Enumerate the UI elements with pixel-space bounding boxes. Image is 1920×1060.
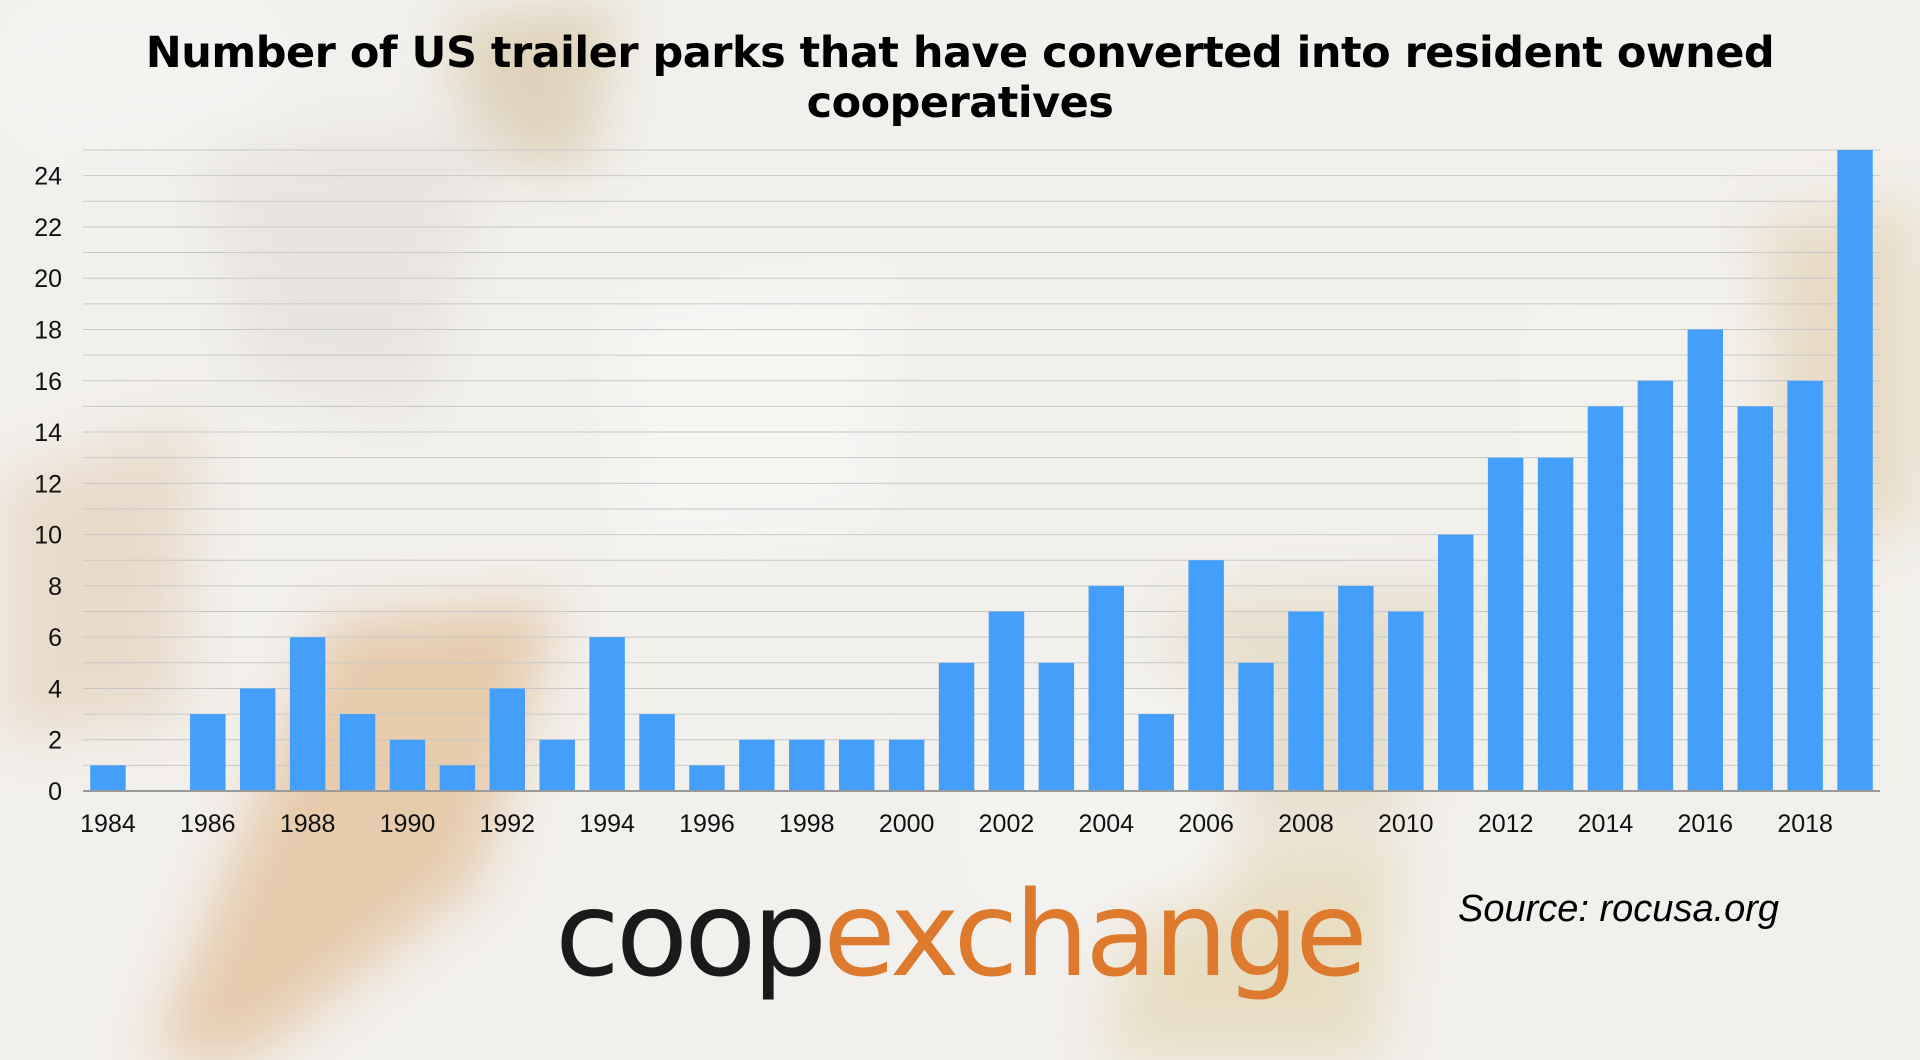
bar-2001	[938, 662, 975, 791]
bar-1999	[838, 739, 875, 791]
bar-2014	[1587, 406, 1624, 791]
bar-1993	[539, 739, 575, 791]
y-tick-label: 12	[34, 470, 62, 498]
bar-1987	[239, 688, 276, 791]
y-tick-label: 22	[34, 214, 62, 242]
x-tick-label: 1988	[280, 810, 336, 838]
x-tick-label: 2012	[1478, 810, 1534, 838]
bar-1994	[589, 637, 625, 791]
coopexchange-logo: coopexchange	[555, 870, 1368, 1003]
x-tick-label: 1986	[180, 810, 236, 838]
bar-2019	[1837, 150, 1873, 791]
bar-2003	[1038, 662, 1075, 791]
bar-2006	[1188, 560, 1224, 791]
bar-2016	[1687, 329, 1724, 791]
bar-2002	[988, 611, 1025, 791]
y-tick-label: 6	[48, 624, 62, 652]
x-tick-label: 2006	[1178, 810, 1234, 838]
bar-2005	[1138, 714, 1174, 791]
x-tick-label: 2000	[879, 810, 935, 838]
bar-1995	[639, 714, 675, 791]
bar-2000	[888, 739, 925, 791]
bar-1984	[90, 765, 126, 791]
bar-1991	[439, 765, 476, 791]
source-note: Source: rocusa.org	[1458, 888, 1780, 930]
x-tick-label: 2004	[1078, 810, 1134, 838]
x-tick-label: 2008	[1278, 810, 1334, 838]
bar-2013	[1537, 457, 1574, 791]
bar-2008	[1288, 611, 1324, 791]
x-tick-label: 2010	[1378, 810, 1434, 838]
bar-2015	[1637, 380, 1674, 791]
y-tick-label: 20	[34, 265, 62, 293]
bar-1986	[190, 714, 226, 791]
x-tick-label: 1998	[779, 810, 835, 838]
svg-text:coopexchange: coopexchange	[555, 870, 1364, 1003]
x-tick-label: 1992	[479, 810, 535, 838]
x-tick-label: 1984	[80, 810, 136, 838]
y-tick-label: 4	[48, 675, 62, 703]
bar-2011	[1437, 534, 1474, 791]
bar-1988	[289, 637, 326, 791]
bar-1990	[389, 739, 426, 791]
bar-1992	[489, 688, 526, 791]
bar-2004	[1088, 585, 1125, 791]
y-tick-label: 18	[34, 316, 62, 344]
bar-2012	[1487, 457, 1524, 791]
bar-2018	[1787, 380, 1823, 791]
x-tick-label: 1990	[380, 810, 436, 838]
y-tick-label: 8	[48, 573, 62, 601]
bar-2007	[1238, 662, 1274, 791]
bar-1989	[339, 714, 376, 791]
y-tick-label: 0	[48, 778, 62, 806]
bar-1998	[789, 739, 825, 791]
chart-title: Number of US trailer parks that have con…	[145, 28, 1775, 128]
y-tick-label: 24	[34, 163, 62, 191]
y-tick-label: 10	[34, 522, 62, 550]
y-tick-label: 16	[34, 368, 62, 396]
bar-1997	[739, 739, 775, 791]
x-tick-label: 1994	[579, 810, 635, 838]
bar-2010	[1388, 611, 1424, 791]
bar-1996	[689, 765, 725, 791]
x-tick-label: 2016	[1677, 810, 1733, 838]
x-tick-label: 2014	[1578, 810, 1634, 838]
y-tick-label: 14	[34, 419, 62, 447]
bar-2009	[1338, 585, 1374, 791]
x-tick-label: 1996	[679, 810, 735, 838]
bar-2017	[1737, 406, 1773, 791]
x-tick-label: 2018	[1777, 810, 1833, 838]
y-tick-label: 2	[48, 727, 62, 755]
x-tick-label: 2002	[979, 810, 1035, 838]
